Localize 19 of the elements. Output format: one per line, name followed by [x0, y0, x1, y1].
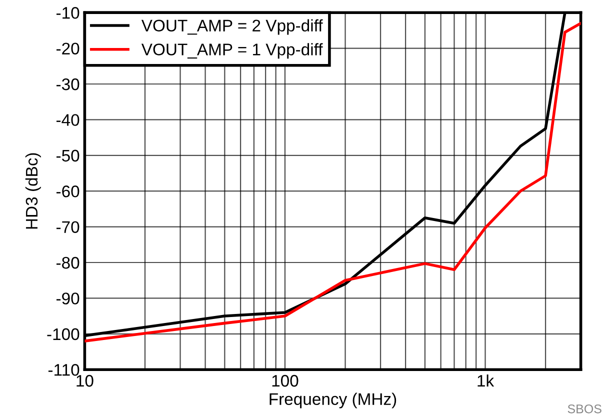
- x-tick-label: 1k: [478, 374, 494, 387]
- legend-label: VOUT_AMP = 1 Vpp-diff: [141, 43, 323, 59]
- y-tick-label: -70: [56, 221, 80, 234]
- x-tick-label: 10: [76, 374, 94, 387]
- y-tick-label: -80: [56, 256, 80, 269]
- x-tick-label: 100: [272, 374, 298, 387]
- y-axis-title: HD3 (dBc): [25, 153, 41, 229]
- y-tick-label: -90: [56, 292, 80, 304]
- y-tick-label: -40: [56, 114, 80, 126]
- y-tick-label: -20: [56, 42, 80, 55]
- y-tick-label: -100: [47, 328, 80, 340]
- y-tick-label: -10: [56, 7, 80, 19]
- y-tick-label: -60: [56, 186, 80, 198]
- legend-label: VOUT_AMP = 2 Vpp-diff: [141, 19, 323, 35]
- text: SBOS: [568, 404, 602, 414]
- y-tick-label: -110: [48, 364, 80, 376]
- y-tick-label: -30: [56, 78, 80, 90]
- y-tick-label: -50: [56, 150, 80, 162]
- x-axis-title: Frequency (MHz): [270, 392, 396, 408]
